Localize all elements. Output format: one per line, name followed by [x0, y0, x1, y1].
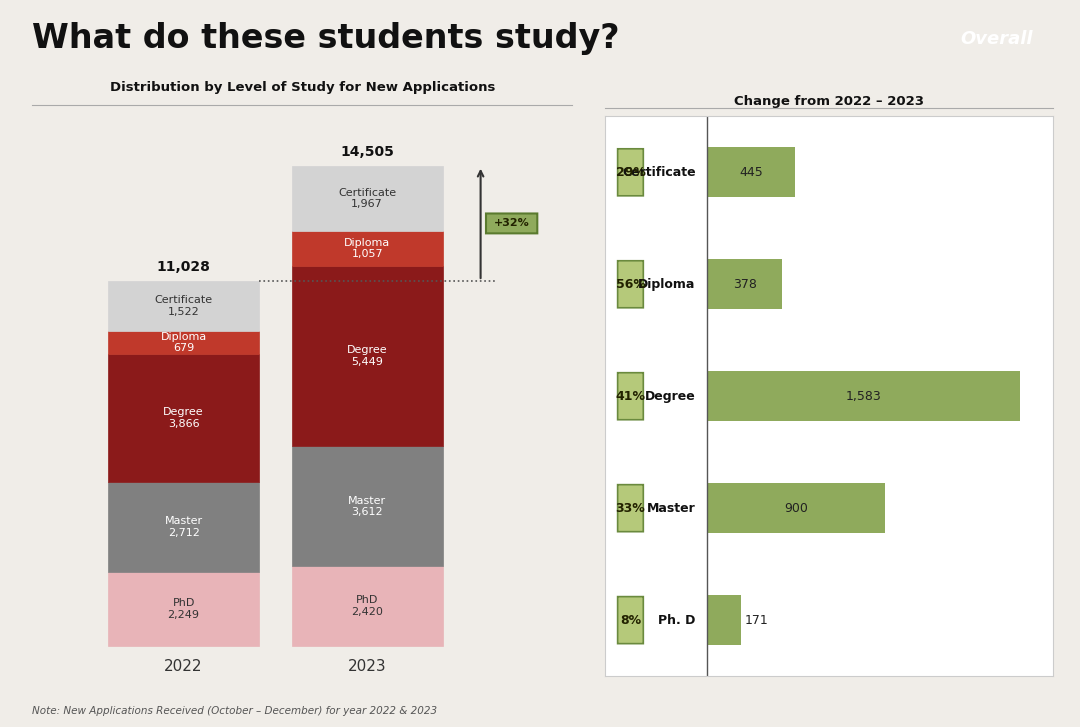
FancyBboxPatch shape	[486, 214, 538, 233]
Bar	[108, 572, 259, 646]
Bar	[707, 259, 782, 310]
Text: 445: 445	[740, 166, 764, 179]
FancyBboxPatch shape	[618, 261, 644, 308]
Bar	[108, 482, 259, 572]
Text: Master
3,612: Master 3,612	[348, 496, 387, 517]
Text: 14,505: 14,505	[340, 145, 394, 159]
Text: Certificate: Certificate	[622, 166, 696, 179]
Bar	[292, 266, 443, 446]
Text: Degree
3,866: Degree 3,866	[163, 407, 204, 429]
Text: 1,583: 1,583	[846, 390, 881, 403]
Text: +32%: +32%	[494, 218, 529, 228]
FancyBboxPatch shape	[618, 373, 644, 419]
Bar	[292, 566, 443, 646]
Bar	[707, 147, 795, 198]
Text: Certificate
1,967: Certificate 1,967	[338, 188, 396, 209]
Text: 29%: 29%	[616, 166, 646, 179]
Bar	[707, 371, 1020, 422]
Text: Diploma
1,057: Diploma 1,057	[345, 238, 390, 260]
Text: 11,028: 11,028	[157, 260, 211, 274]
Bar	[108, 332, 259, 354]
Bar	[292, 166, 443, 231]
Text: 41%: 41%	[616, 390, 646, 403]
Text: Certificate
1,522: Certificate 1,522	[154, 295, 213, 317]
Text: 56%: 56%	[616, 278, 646, 291]
Bar	[108, 354, 259, 482]
Text: PhD
2,420: PhD 2,420	[351, 595, 383, 617]
Text: Ph. D: Ph. D	[658, 614, 696, 627]
Text: Master
2,712: Master 2,712	[164, 516, 203, 538]
Title: Change from 2022 – 2023: Change from 2022 – 2023	[734, 95, 923, 108]
Text: Diploma
679: Diploma 679	[161, 332, 206, 353]
Bar	[707, 595, 741, 646]
Text: 2023: 2023	[348, 659, 387, 674]
Text: Degree: Degree	[645, 390, 696, 403]
Text: 2022: 2022	[164, 659, 203, 674]
Text: Note: New Applications Received (October – December) for year 2022 & 2023: Note: New Applications Received (October…	[32, 706, 437, 716]
FancyBboxPatch shape	[618, 485, 644, 531]
Bar	[707, 483, 886, 534]
Text: What do these students study?: What do these students study?	[32, 22, 620, 55]
Bar	[292, 231, 443, 266]
FancyBboxPatch shape	[618, 149, 644, 196]
FancyBboxPatch shape	[618, 597, 644, 643]
Text: Master: Master	[647, 502, 696, 515]
Bar	[108, 281, 259, 332]
Text: PhD
2,249: PhD 2,249	[167, 598, 200, 620]
Text: Distribution by Level of Study for New Applications: Distribution by Level of Study for New A…	[110, 81, 495, 94]
Bar	[292, 446, 443, 566]
Text: 8%: 8%	[620, 614, 642, 627]
Text: 33%: 33%	[616, 502, 646, 515]
Text: 378: 378	[733, 278, 757, 291]
Text: Degree
5,449: Degree 5,449	[347, 345, 388, 367]
Text: 900: 900	[784, 502, 808, 515]
Text: 171: 171	[744, 614, 768, 627]
Text: Diploma: Diploma	[638, 278, 696, 291]
Text: Overall: Overall	[960, 31, 1032, 48]
